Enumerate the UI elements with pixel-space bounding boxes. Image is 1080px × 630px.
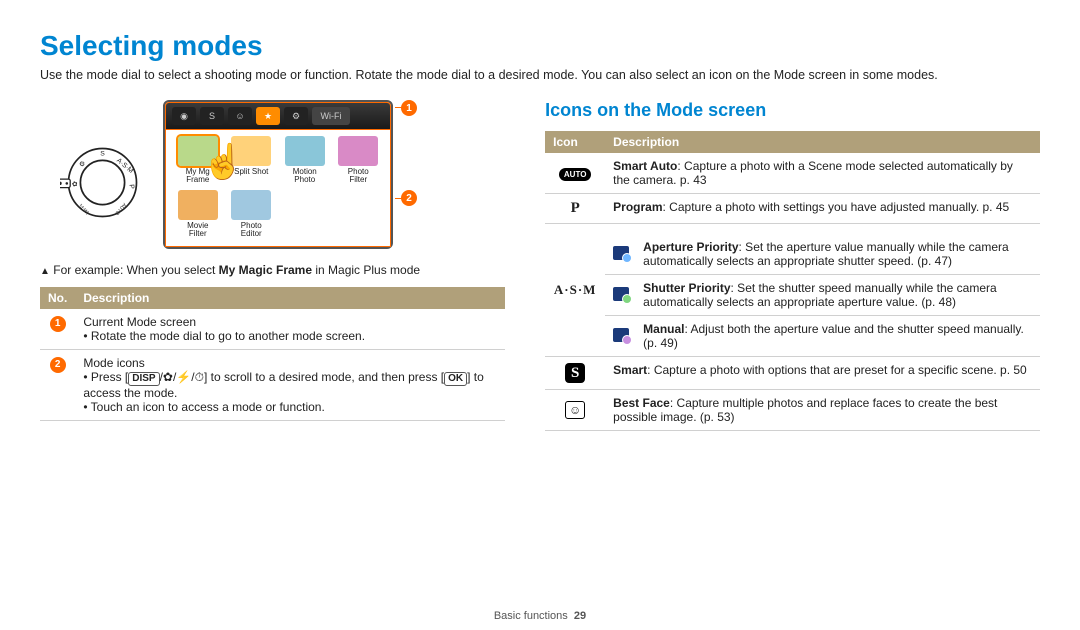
- mode-icon-thumb: [285, 136, 325, 166]
- num-badge: 1: [50, 316, 66, 332]
- mode-desc: Program: Capture a photo with settings y…: [605, 194, 1040, 224]
- th-desc: Description: [605, 131, 1040, 153]
- svg-text:Wi-Fi: Wi-Fi: [79, 202, 91, 215]
- mode-icon-bestface: ☺: [545, 390, 605, 431]
- table-callouts: No. Description 1 Current Mode screen Ro…: [40, 287, 505, 421]
- th-no: No.: [40, 287, 75, 309]
- submode-icon-m: [605, 316, 637, 357]
- row-bullet: Rotate the mode dial to go to another mo…: [83, 329, 497, 343]
- mode-icon-item[interactable]: Split Shot: [228, 136, 276, 184]
- tab-smart-icon[interactable]: S: [200, 107, 224, 125]
- mode-icon-item[interactable]: MotionPhoto: [281, 136, 329, 184]
- tab-magicplus-icon[interactable]: ★: [256, 107, 280, 125]
- macro-icon: ✿: [163, 370, 173, 384]
- mode-icon-thumb: [178, 136, 218, 166]
- svg-text:AUTO: AUTO: [113, 201, 127, 216]
- mode-icon-asm: A·S·M: [545, 224, 605, 357]
- table-row: 2 Mode icons Press [DISP/✿/⚡/⏱] to scrol…: [40, 350, 505, 421]
- row-title: Mode icons: [83, 356, 144, 370]
- disp-key-icon: DISP: [128, 372, 159, 386]
- mode-icon-smart: S: [545, 357, 605, 390]
- table-icons: Icon Description AUTOSmart Auto: Capture…: [545, 131, 1040, 431]
- table-row: ☺Best Face: Capture multiple photos and …: [545, 390, 1040, 431]
- ok-key-icon: OK: [444, 372, 467, 386]
- th-desc: Description: [75, 287, 505, 309]
- callout-1: 1: [401, 100, 417, 116]
- callout-2: 2: [401, 190, 417, 206]
- mode-desc: Smart Auto: Capture a photo with a Scene…: [605, 153, 1040, 194]
- flash-icon: ⚡: [176, 370, 191, 384]
- submode-desc: Aperture Priority: Set the aperture valu…: [637, 234, 1040, 275]
- row-bullet-press: Press [DISP/✿/⚡/⏱] to scroll to a desire…: [83, 370, 497, 400]
- mode-icon-label: My MgFrame: [174, 168, 222, 184]
- example-caption: ▲ For example: When you select My Magic …: [40, 263, 505, 277]
- mode-icon-item[interactable]: My MgFrame: [174, 136, 222, 184]
- mode-icon-label: PhotoFilter: [335, 168, 383, 184]
- mode-icon-item[interactable]: MovieFilter: [174, 190, 222, 238]
- submode-desc: Manual: Adjust both the aperture value a…: [637, 316, 1040, 357]
- table-row: 1 Current Mode screen Rotate the mode di…: [40, 309, 505, 350]
- submode-icon-ap: [605, 234, 637, 275]
- tab-camera-icon[interactable]: ◉: [172, 107, 196, 125]
- mode-icon-thumb: [338, 136, 378, 166]
- row-bullet: Touch an icon to access a mode or functi…: [83, 400, 497, 414]
- th-icon: Icon: [545, 131, 605, 153]
- mode-icon-p: P: [545, 194, 605, 224]
- table-row: PProgram: Capture a photo with settings …: [545, 194, 1040, 224]
- tab-wifi[interactable]: Wi-Fi: [312, 107, 350, 125]
- mode-tabs: ◉ S ☺ ★ ⚙ Wi-Fi: [165, 102, 391, 130]
- mode-icon-label: Split Shot: [228, 168, 276, 176]
- table-row: AUTOSmart Auto: Capture a photo with a S…: [545, 153, 1040, 194]
- table-row: A·S·M Aperture Priority: Set the aperture…: [545, 224, 1040, 357]
- mode-screen: ◉ S ☺ ★ ⚙ Wi-Fi ☝ My MgFrameSplit ShotMo…: [163, 100, 393, 249]
- mode-icon-label: MotionPhoto: [281, 168, 329, 184]
- num-badge: 2: [50, 357, 66, 373]
- tab-settings-icon[interactable]: ⚙: [284, 107, 308, 125]
- mode-icon-thumb: [178, 190, 218, 220]
- mode-icon-label: PhotoEditor: [228, 222, 276, 238]
- intro-text: Use the mode dial to select a shooting m…: [40, 68, 1040, 82]
- mode-icons-grid: ☝ My MgFrameSplit ShotMotionPhotoPhotoFi…: [165, 130, 391, 247]
- mode-icon-label: MovieFilter: [174, 222, 222, 238]
- page-footer: Basic functions 29: [0, 610, 1080, 622]
- submode-icon-sp: [605, 275, 637, 316]
- table-row: SSmart: Capture a photo with options tha…: [545, 357, 1040, 390]
- timer-icon: ⏱: [195, 370, 204, 384]
- mode-desc: Best Face: Capture multiple photos and r…: [605, 390, 1040, 431]
- mode-dial-illustration: S A·S·M P AUTO Wi-Fi ✿ ⚙: [60, 140, 145, 225]
- mode-icon-item[interactable]: PhotoFilter: [335, 136, 383, 184]
- mode-desc: Smart: Capture a photo with options that…: [605, 357, 1040, 390]
- section-title: Icons on the Mode screen: [545, 100, 1040, 121]
- row-title: Current Mode screen: [83, 315, 196, 329]
- tab-bestface-icon[interactable]: ☺: [228, 107, 252, 125]
- mode-icon-thumb: [231, 136, 271, 166]
- svg-text:✿: ✿: [72, 181, 79, 188]
- svg-text:P: P: [128, 184, 135, 190]
- mode-icon-item[interactable]: PhotoEditor: [228, 190, 276, 238]
- svg-text:S: S: [100, 150, 105, 157]
- mode-icon-auto: AUTO: [545, 153, 605, 194]
- mode-icon-thumb: [231, 190, 271, 220]
- page-title: Selecting modes: [40, 30, 1040, 62]
- submode-desc: Shutter Priority: Set the shutter speed …: [637, 275, 1040, 316]
